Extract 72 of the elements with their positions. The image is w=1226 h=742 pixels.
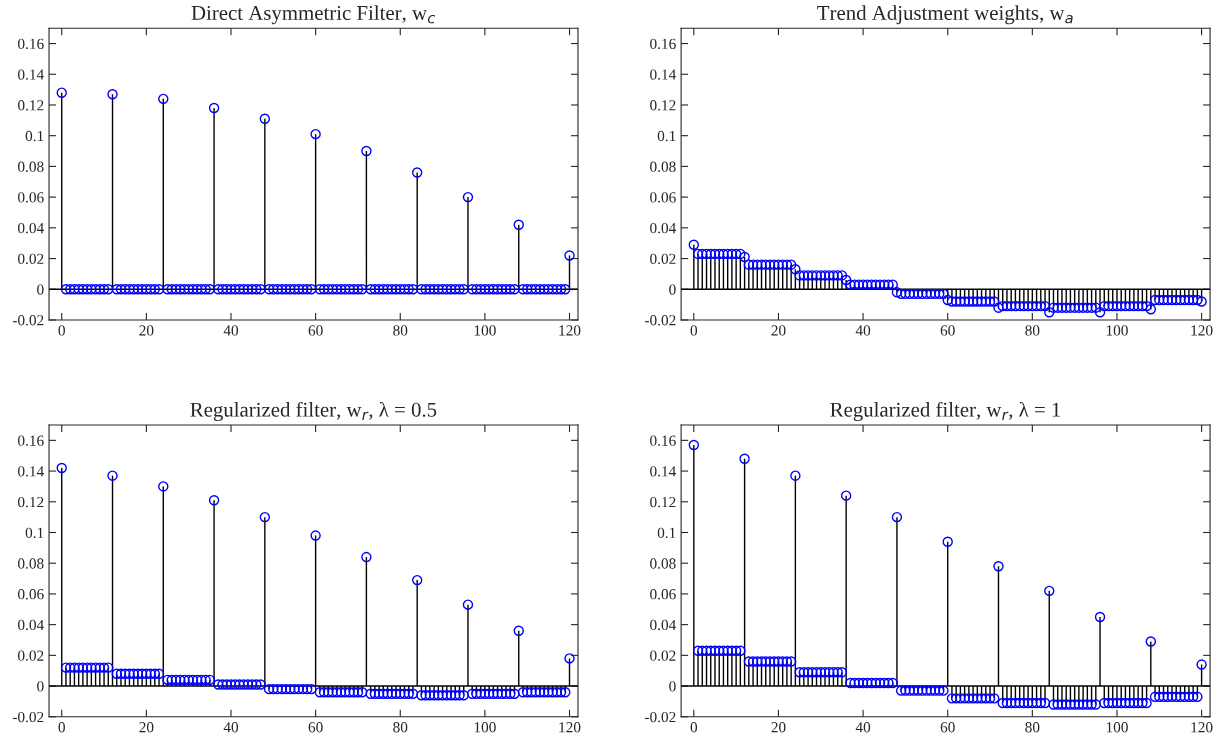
y-tick-label: 0.12 [18,100,44,111]
y-tick-label: 0.12 [650,100,676,111]
y-tick-label: 0.16 [650,435,676,446]
y-tick-label: 0.06 [18,192,44,203]
x-tick-label: 80 [393,325,408,336]
y-tick-label: 0.04 [18,619,44,631]
y-tick-label: 0.04 [650,222,677,234]
x-tick-label: 40 [855,325,871,336]
y-tick-label: 0.16 [650,38,676,50]
y-tick-label: 0 [37,681,44,692]
y-tick-label: 0.06 [18,589,44,600]
y-tick-label: -0.02 [645,315,676,326]
y-tick-label: 0 [669,681,676,692]
y-tick-label: 0.12 [650,496,676,508]
chart-title: Direct Asymmetric Filter, w$_{c}$ [191,5,436,25]
x-tick-label: 80 [1025,722,1040,733]
y-tick-label: 0.06 [650,192,676,203]
y-tick-label: 0.16 [18,38,44,50]
y-tick-label: 0.14 [18,69,44,80]
x-tick-label: 120 [1191,722,1213,733]
x-tick-label: 100 [1106,325,1128,336]
y-tick-label: 0.1 [657,130,676,142]
y-tick-label: 0.06 [650,589,676,600]
x-tick-label: 0 [690,325,698,336]
x-tick-label: 60 [308,325,323,336]
x-tick-label: 120 [1191,325,1213,336]
y-tick-label: 0.02 [18,253,44,265]
x-tick-label: 0 [690,722,698,733]
x-tick-label: 60 [940,325,955,336]
x-tick-label: 40 [223,325,239,336]
y-tick-label: 0.1 [25,130,44,142]
y-tick-label: 0.02 [18,650,44,661]
y-tick-label: 0.14 [18,466,44,477]
y-tick-label: 0.1 [25,527,44,539]
y-tick-label: 0.16 [18,435,44,446]
x-tick-label: 100 [474,722,496,733]
x-tick-label: 60 [940,722,955,733]
x-tick-label: 0 [58,722,65,733]
chart-title: Regularized filter, w$_{r}$, λ = 0.5 [190,401,437,422]
x-tick-label: 120 [559,722,581,733]
x-tick-label: 80 [393,722,408,733]
x-tick-label: 40 [855,722,871,733]
y-tick-label: -0.02 [12,315,44,326]
chart-title: Regularized filter, w$_{r}$, λ = 1 [830,401,1061,422]
x-tick-label: 120 [559,325,581,336]
x-tick-label: 100 [474,325,496,336]
x-tick-label: 0 [58,325,65,336]
y-tick-label: 0.04 [18,222,44,234]
y-tick-label: 0.04 [650,619,677,631]
chart-title: Trend Adjustment weights, w$_{a}$ [817,5,1073,25]
y-tick-label: 0.12 [18,496,44,508]
y-tick-label: -0.02 [12,711,44,723]
y-tick-label: 0.08 [18,558,44,569]
y-tick-label: 0 [37,284,44,295]
x-tick-label: 20 [771,325,786,336]
x-tick-label: 20 [139,325,154,336]
x-tick-label: 20 [771,722,786,733]
y-tick-label: 0.14 [650,69,677,80]
x-tick-label: 100 [1106,722,1128,733]
x-tick-label: 60 [308,722,323,733]
y-tick-label: 0.02 [650,253,676,265]
y-tick-label: -0.02 [645,711,676,723]
y-tick-label: 0.02 [650,650,676,661]
x-tick-label: 20 [139,722,154,733]
y-tick-label: 0 [669,284,676,295]
y-tick-label: 0.08 [650,558,676,569]
x-tick-label: 80 [1025,325,1040,336]
y-tick-label: 0.08 [18,161,44,172]
x-tick-label: 40 [223,722,239,733]
y-tick-label: 0.14 [650,466,677,477]
y-tick-label: 0.1 [657,527,676,539]
y-tick-label: 0.08 [650,161,676,172]
